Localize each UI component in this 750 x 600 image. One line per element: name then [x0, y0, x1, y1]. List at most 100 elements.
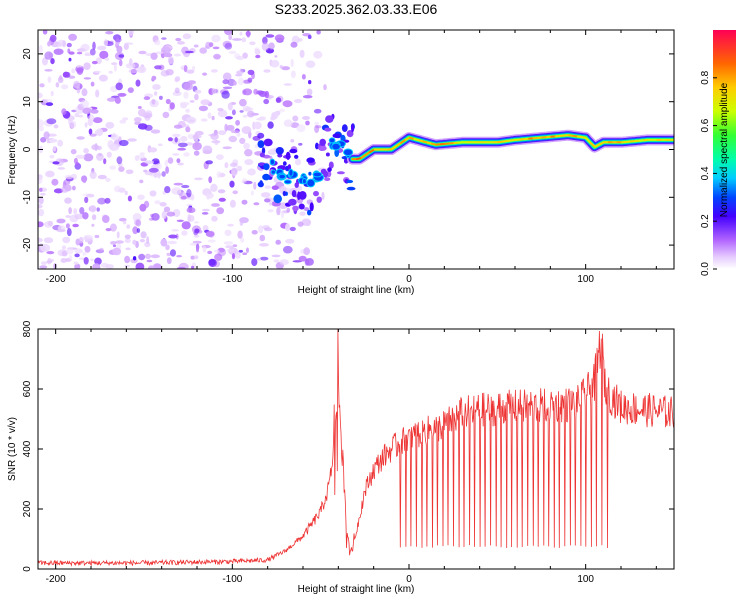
- track-blob: [257, 140, 265, 149]
- noise-blob: [177, 147, 187, 151]
- noise-blob: [147, 265, 156, 269]
- noise-blob: [305, 120, 310, 126]
- noise-blob: [186, 204, 193, 207]
- noise-blob: [165, 98, 171, 105]
- track-blob: [319, 138, 327, 146]
- noise-blob: [57, 139, 64, 147]
- noise-blob: [125, 63, 136, 69]
- noise-blob: [223, 241, 233, 245]
- noise-blob: [68, 207, 72, 215]
- noise-blob: [172, 153, 180, 156]
- noise-blob: [237, 77, 245, 86]
- noise-blob: [43, 131, 50, 140]
- noise-blob: [202, 72, 208, 76]
- noise-blob: [208, 176, 213, 184]
- noise-blob: [227, 223, 234, 227]
- noise-blob: [241, 199, 248, 205]
- track-blob: [325, 115, 334, 123]
- noise-blob: [56, 229, 66, 233]
- noise-blob: [226, 124, 235, 131]
- noise-blob: [305, 221, 311, 227]
- turbulent-blob: [312, 171, 323, 178]
- noise-blob: [83, 153, 94, 162]
- noise-blob: [294, 98, 303, 104]
- noise-blob: [48, 138, 58, 143]
- noise-blob: [136, 66, 147, 74]
- noise-blob: [192, 134, 202, 139]
- noise-blob: [235, 251, 241, 259]
- noise-blob: [59, 74, 63, 81]
- noise-blob: [137, 123, 148, 130]
- noise-blob: [146, 236, 150, 244]
- noise-blob: [231, 253, 236, 260]
- noise-blob: [38, 237, 43, 243]
- noise-blob: [194, 177, 203, 181]
- noise-blob: [191, 265, 195, 269]
- noise-blob: [176, 219, 184, 222]
- noise-blob: [302, 95, 313, 99]
- noise-blob: [190, 194, 195, 201]
- noise-blob: [126, 224, 131, 229]
- track-blob: [346, 130, 354, 138]
- noise-blob: [143, 96, 151, 101]
- noise-blob: [68, 33, 77, 41]
- track-blob: [288, 198, 297, 206]
- noise-blob: [119, 139, 129, 147]
- noise-blob: [216, 207, 225, 215]
- noise-blob: [53, 124, 59, 129]
- noise-blob: [124, 255, 131, 264]
- noise-blob: [94, 234, 100, 239]
- noise-blob: [229, 180, 235, 188]
- noise-blob: [118, 166, 125, 172]
- noise-blob: [259, 234, 266, 242]
- noise-blob: [154, 200, 161, 205]
- noise-blob: [124, 42, 134, 45]
- track-blob: [275, 147, 284, 155]
- noise-blob: [228, 34, 233, 41]
- noise-blob: [137, 106, 142, 109]
- noise-blob: [263, 98, 270, 105]
- noise-blob: [45, 102, 54, 106]
- noise-blob: [224, 162, 229, 169]
- noise-blob: [49, 154, 55, 159]
- track-blob: [294, 182, 299, 188]
- noise-blob: [72, 185, 76, 191]
- track-blob: [324, 177, 331, 182]
- noise-blob: [83, 62, 91, 70]
- noise-blob: [233, 80, 237, 86]
- noise-blob: [104, 57, 110, 61]
- noise-blob: [186, 189, 192, 198]
- noise-blob: [173, 124, 183, 129]
- noise-blob: [214, 253, 223, 261]
- noise-blob: [255, 54, 261, 59]
- colorbar: 0.0 0.2 0.4 0.6 0.8 Normalized spectral ampl…: [700, 30, 736, 276]
- chart-title: S233.2025.362.03.33.E06: [275, 1, 438, 17]
- noise-blob: [57, 167, 66, 170]
- noise-blob: [105, 31, 114, 35]
- noise-blob: [181, 221, 191, 230]
- noise-blob: [298, 255, 307, 262]
- noise-blob: [135, 262, 145, 269]
- noise-blob: [68, 57, 72, 62]
- noise-blob: [245, 30, 251, 37]
- noise-blob: [112, 244, 117, 248]
- noise-blob: [47, 76, 52, 83]
- noise-blob: [127, 138, 137, 142]
- track-blob: [336, 171, 345, 175]
- noise-blob: [185, 108, 190, 113]
- noise-blob: [194, 89, 202, 94]
- noise-blob: [69, 120, 77, 129]
- noise-blob: [183, 91, 189, 99]
- noise-blob: [113, 63, 117, 72]
- noise-blob: [187, 133, 195, 140]
- noise-blob: [205, 231, 215, 237]
- noise-blob: [84, 52, 91, 55]
- noise-blob: [202, 245, 207, 253]
- noise-blob: [239, 110, 244, 113]
- noise-blob: [297, 221, 304, 227]
- noise-blob: [52, 146, 57, 152]
- noise-blob: [193, 234, 200, 238]
- noise-blob: [242, 88, 253, 96]
- noise-blob: [214, 88, 220, 95]
- noise-blob: [49, 34, 57, 43]
